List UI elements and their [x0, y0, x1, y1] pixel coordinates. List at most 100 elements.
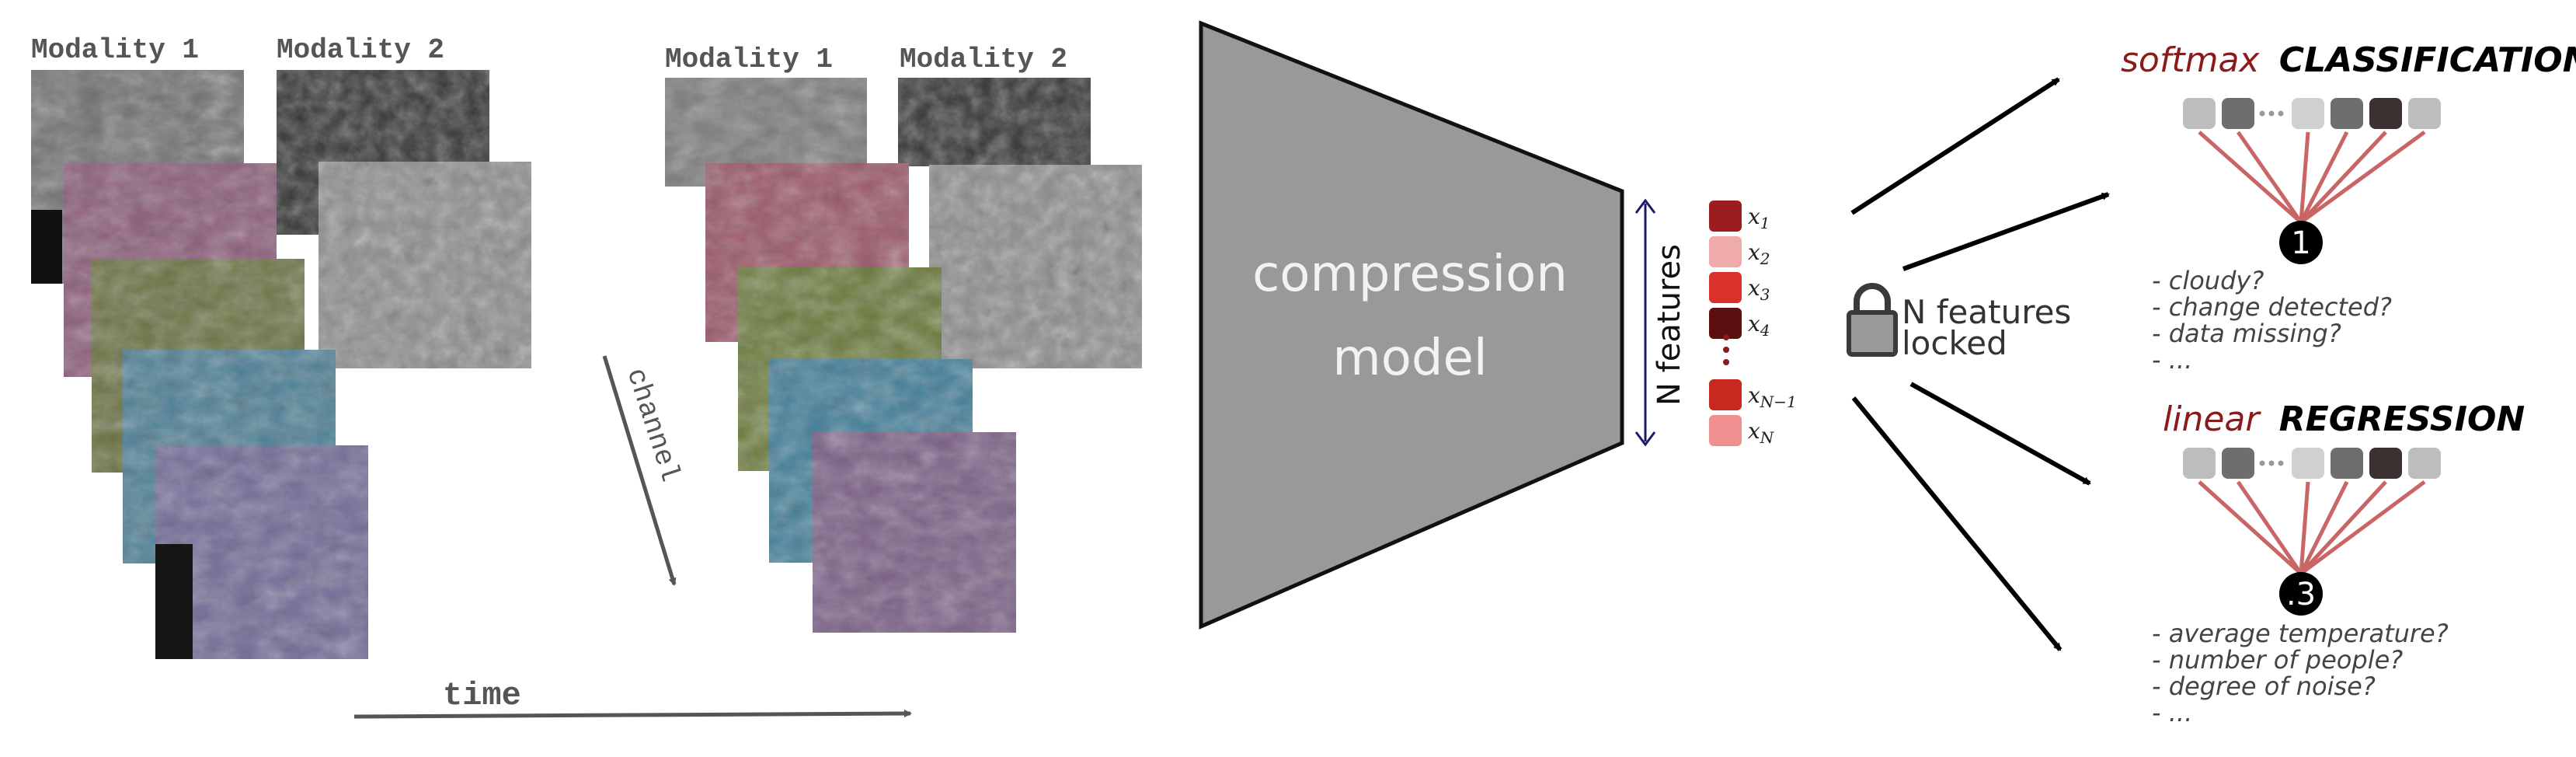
head-connector — [2198, 480, 2303, 575]
regression-head: linear REGRESSION .3 - average temperatu… — [2152, 399, 2525, 727]
classification-questions: - cloudy? - change detected? - data miss… — [2152, 266, 2392, 375]
right-modality2-image-front — [929, 165, 1142, 368]
channel-label: channel — [620, 365, 687, 487]
left-modality1-image-violet — [155, 445, 368, 659]
svg-text:x1: x1 — [1748, 204, 1770, 232]
feature-cell — [1709, 379, 1742, 410]
feature-vector: N features x1 x2 x3 x4 xN−1 xN — [1634, 198, 1797, 447]
feature-label-n-minus-1: xN−1 — [1748, 382, 1797, 411]
head-connector — [2299, 131, 2349, 224]
compression-model: compression model — [1199, 20, 1624, 630]
head-connector — [2299, 480, 2387, 575]
head-connector — [2236, 131, 2303, 224]
svg-text:x2: x2 — [1748, 239, 1770, 268]
regression-connectors — [2198, 480, 2426, 576]
channel-axis: channel — [602, 355, 687, 586]
feature-cell — [1709, 308, 1742, 339]
ellipsis-dot — [2268, 110, 2275, 117]
regression-title: linear REGRESSION — [2163, 399, 2525, 439]
feature-cells — [1709, 201, 1742, 446]
head-connector — [2299, 130, 2426, 225]
classification-output-value: 1 — [2291, 225, 2310, 261]
regression-question-3: - degree of noise? — [2152, 672, 2376, 701]
feature-label-3: x3 — [1748, 275, 1770, 304]
head-input-node — [2222, 98, 2254, 129]
right-image-stack: Modality 1 Modality 2 — [665, 44, 1142, 633]
ellipsis-dot — [2278, 460, 2284, 466]
head-connector — [2198, 131, 2303, 224]
regression-name: REGRESSION — [2279, 399, 2525, 439]
time-axis: time — [353, 677, 912, 719]
regression-input-nodes — [2183, 448, 2441, 479]
feature-cell — [1709, 236, 1742, 267]
regression-prefix: linear — [2163, 399, 2261, 439]
compression-model-line2: model — [1332, 330, 1487, 387]
classification-question-3: - data missing? — [2152, 319, 2341, 348]
head-input-node — [2183, 448, 2216, 479]
left-modality1-label: Modality 1 — [31, 34, 199, 66]
head-input-node — [2369, 98, 2402, 129]
lock: N features locked — [1847, 283, 2071, 362]
head-connector — [2236, 480, 2303, 575]
lock-text-line1: N features — [1902, 293, 2071, 331]
classification-title: softmax CLASSIFICATION — [2121, 40, 2576, 80]
lock-icon — [1854, 283, 1891, 314]
head-connector — [2299, 131, 2310, 223]
right-modality1-image-violet — [813, 432, 1016, 633]
regression-question-1: - average temperature? — [2152, 619, 2449, 648]
left-modality2-image-back — [277, 70, 489, 235]
lock-text-line2: locked — [1902, 324, 2007, 362]
feature-label-1: x1 — [1748, 204, 1770, 232]
compression-model-line1: compression — [1252, 246, 1568, 303]
svg-text:x3: x3 — [1748, 275, 1770, 304]
classification-name: CLASSIFICATION — [2279, 40, 2576, 80]
head-input-node — [2183, 98, 2216, 129]
head-connector — [2299, 481, 2310, 574]
regression-questions: - average temperature? - number of peopl… — [2152, 619, 2449, 727]
classification-question-1: - cloudy? — [2152, 266, 2264, 295]
classification-connectors — [2198, 130, 2426, 225]
classification-question-4: - ... — [2152, 345, 2192, 375]
compression-model-trapezoid — [1199, 20, 1624, 630]
head-input-node — [2292, 98, 2324, 129]
head-input-node — [2222, 448, 2254, 479]
feature-cell — [1709, 201, 1742, 232]
n-features-axis-label: N features — [1652, 244, 1687, 406]
head-arrows — [1850, 77, 2110, 651]
right-modality2-label: Modality 2 — [900, 44, 1067, 75]
head-input-node — [2408, 448, 2441, 479]
head-input-node — [2331, 98, 2363, 129]
ellipsis-dot — [2259, 110, 2265, 117]
head-connector — [2299, 480, 2426, 576]
ellipsis-dot — [2259, 460, 2265, 466]
ellipsis-dot — [2278, 110, 2284, 117]
classification-output-node — [2279, 221, 2323, 264]
left-image-stack: Modality 1 Modality 2 — [31, 34, 531, 659]
feature-label-n: xN — [1748, 418, 1775, 447]
head-input-node — [2408, 98, 2441, 129]
time-label: time — [443, 677, 521, 714]
classification-input-nodes — [2183, 98, 2441, 129]
svg-text:x4: x4 — [1748, 311, 1770, 340]
head-input-node — [2292, 448, 2324, 479]
head-connector — [2299, 480, 2349, 575]
regression-output-node — [2279, 572, 2323, 616]
ellipsis-dot — [2268, 460, 2275, 466]
classification-head: softmax CLASSIFICATION 1 - cloudy? - cha… — [2121, 40, 2576, 375]
feature-cell — [1709, 272, 1742, 303]
left-modality2-label: Modality 2 — [277, 34, 444, 66]
left-modality2-image-front — [319, 162, 531, 368]
right-modality1-label: Modality 1 — [665, 44, 833, 75]
feature-label-4: x4 — [1748, 311, 1770, 340]
regression-question-4: - ... — [2152, 698, 2192, 727]
feature-cell — [1709, 415, 1742, 446]
svg-text:xN: xN — [1748, 418, 1775, 447]
right-modality2-image-back — [898, 78, 1091, 166]
classification-question-2: - change detected? — [2152, 292, 2392, 322]
feature-label-2: x2 — [1748, 239, 1770, 268]
regression-question-2: - number of people? — [2152, 645, 2403, 675]
svg-text:xN−1: xN−1 — [1748, 382, 1797, 411]
head-input-node — [2331, 448, 2363, 479]
regression-output-value: .3 — [2286, 577, 2316, 612]
